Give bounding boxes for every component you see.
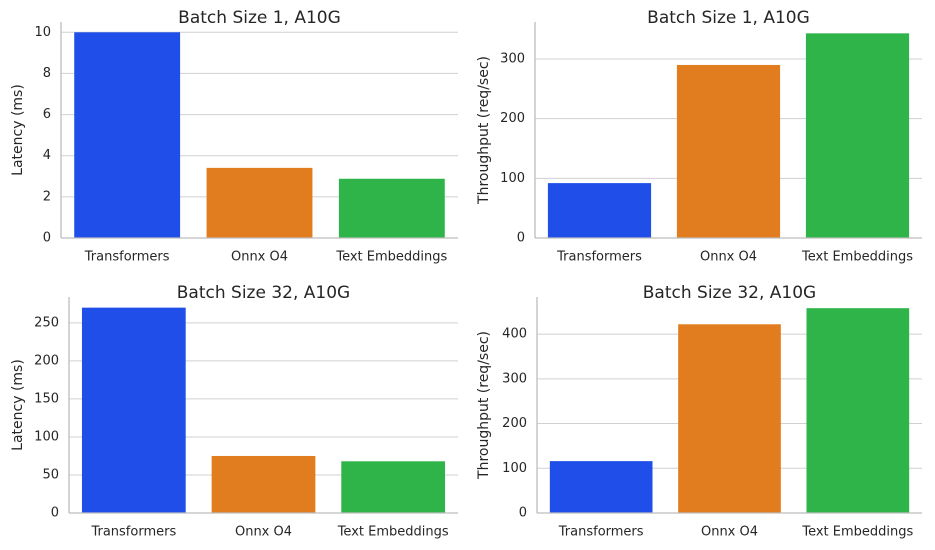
y-tick-label: 100	[34, 429, 59, 444]
y-tick-label: 200	[502, 416, 527, 431]
y-tick-label: 6	[43, 107, 51, 122]
bar	[678, 324, 781, 513]
x-tick-label: Onnx O4	[231, 250, 288, 265]
chart-title: Batch Size 32, A10G	[177, 283, 350, 303]
y-tick-label: 100	[502, 461, 527, 476]
y-tick-label: 0	[517, 231, 525, 246]
y-tick-label: 300	[502, 371, 527, 386]
bar	[805, 33, 910, 238]
bar	[341, 461, 446, 513]
chart-title: Batch Size 32, A10G	[643, 283, 816, 303]
x-tick-label: Onnx O4	[701, 525, 758, 540]
bar	[211, 455, 316, 513]
bar	[549, 461, 653, 513]
bar	[676, 64, 781, 238]
bar	[206, 167, 313, 238]
y-tick-label: 50	[42, 467, 59, 482]
x-tick-label: Onnx O4	[235, 525, 292, 540]
y-tick-label: 2	[43, 189, 51, 204]
x-tick-label: Transformers	[90, 525, 176, 540]
bar	[547, 183, 652, 238]
y-tick-label: 300	[500, 51, 525, 66]
y-tick-label: 4	[43, 148, 51, 163]
x-tick-label: Transformers	[556, 250, 642, 265]
y-axis-label: Latency (ms)	[10, 359, 26, 451]
y-tick-label: 0	[51, 506, 59, 521]
y-tick-label: 8	[43, 66, 51, 81]
y-tick-label: 100	[500, 171, 525, 186]
x-tick-label: Transformers	[558, 525, 644, 540]
x-tick-label: Text Embeddings	[335, 250, 447, 265]
x-tick-label: Text Embeddings	[337, 525, 449, 540]
y-tick-label: 0	[519, 506, 527, 521]
x-tick-label: Onnx O4	[700, 250, 757, 265]
chart-title: Batch Size 1, A10G	[178, 8, 341, 28]
y-tick-label: 0	[43, 231, 51, 246]
y-tick-label: 250	[34, 315, 59, 330]
y-tick-label: 200	[34, 353, 59, 368]
x-tick-label: Transformers	[84, 250, 170, 265]
y-axis-label: Latency (ms)	[10, 84, 26, 176]
y-tick-label: 10	[34, 25, 51, 40]
y-tick-label: 150	[34, 391, 59, 406]
y-axis-label: Throughput (req/sec)	[476, 56, 492, 205]
bar	[338, 178, 445, 238]
y-axis-label: Throughput (req/sec)	[476, 331, 492, 480]
x-tick-label: Text Embeddings	[801, 250, 913, 265]
chart-title: Batch Size 1, A10G	[647, 8, 810, 28]
x-tick-label: Text Embeddings	[801, 525, 913, 540]
y-tick-label: 400	[502, 327, 527, 342]
bar	[806, 308, 910, 513]
y-tick-label: 200	[500, 111, 525, 126]
bar	[74, 32, 181, 239]
bar	[81, 307, 186, 513]
